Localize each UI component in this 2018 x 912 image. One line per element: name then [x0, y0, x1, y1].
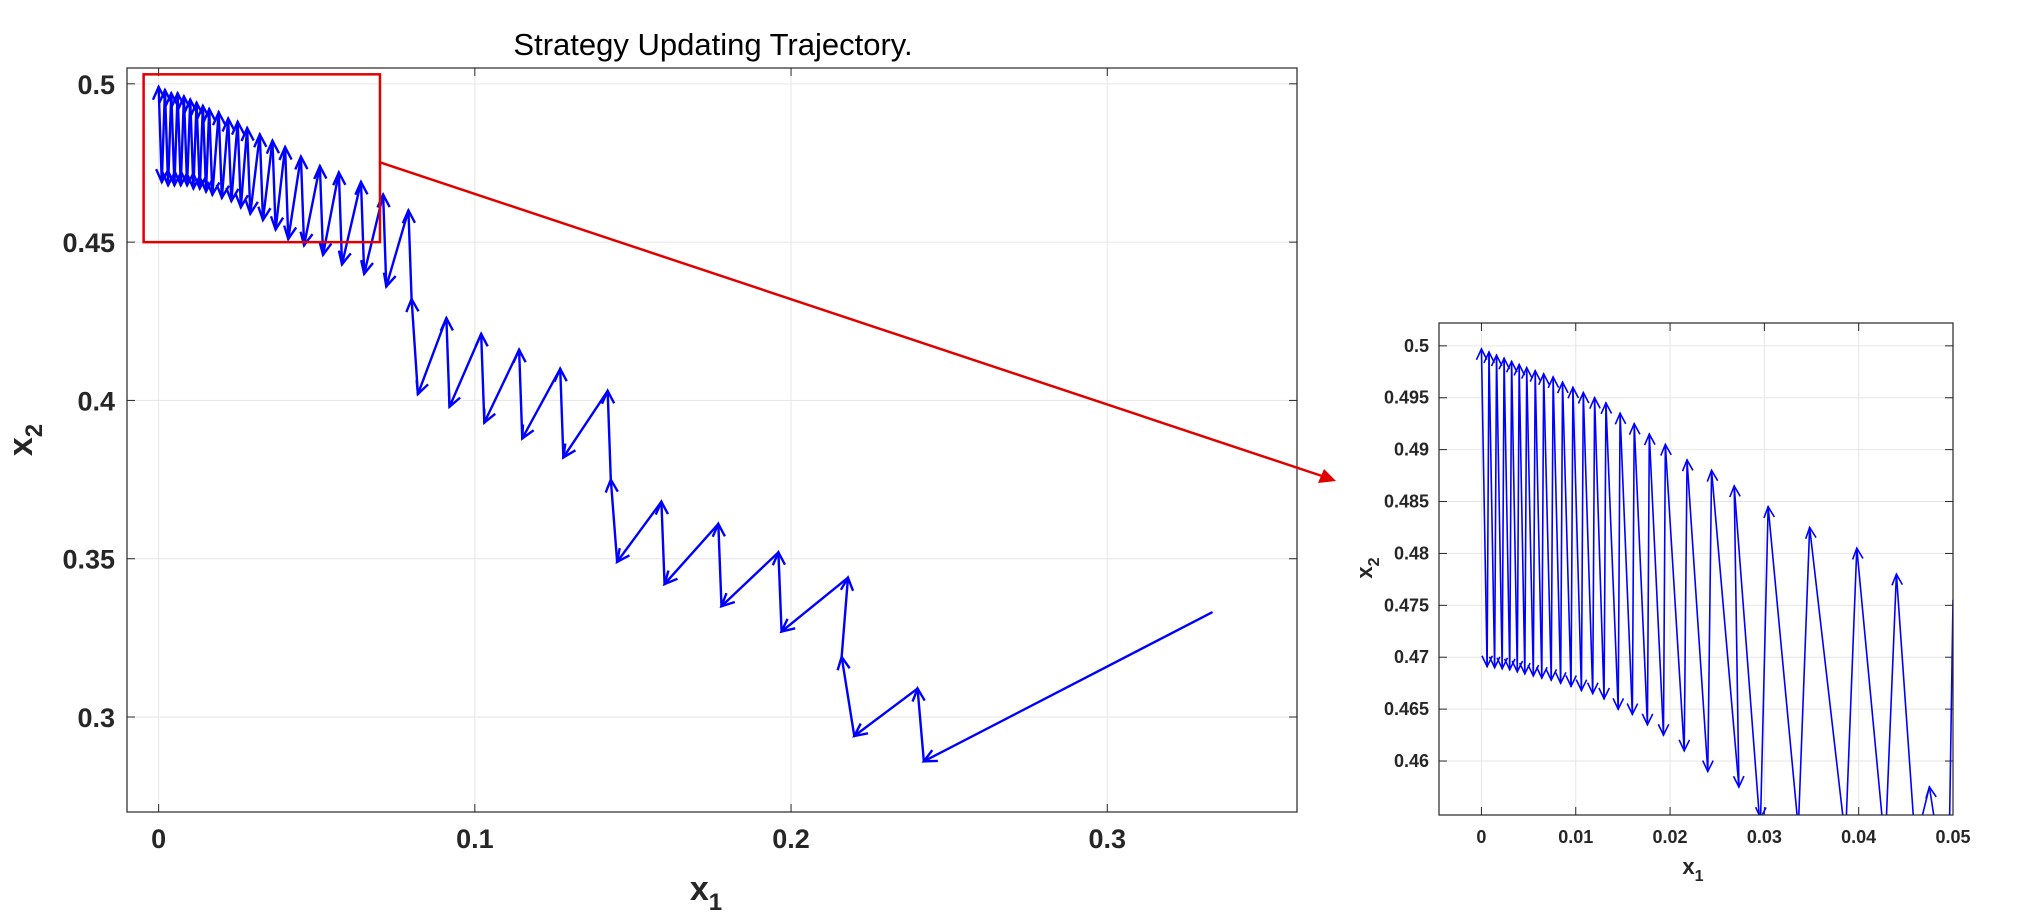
- main-y-tick-label: 0.3: [77, 703, 115, 733]
- zoom-y-tick-label: 0.465: [1384, 699, 1429, 719]
- zoom-y-tick-label: 0.47: [1394, 647, 1429, 667]
- main-y-axis-label: x2: [2, 424, 48, 456]
- zoom-y-tick-label: 0.5: [1404, 336, 1429, 356]
- main-chart-title: Strategy Updating Trajectory.: [513, 27, 912, 62]
- zoom-x-tick-label: 0.04: [1841, 827, 1876, 847]
- main-x-tick-label: 0.2: [772, 824, 810, 854]
- zoom-chart: 0 0.01 0.02 0.03 0.04 0.05 0.46 0.465 0.47 0.475…: [1352, 323, 1971, 885]
- zoom-y-tick-label: 0.495: [1384, 388, 1429, 408]
- main-y-tick-label: 0.5: [77, 70, 115, 100]
- zoom-trajectory-arrowhead: [1794, 817, 1804, 828]
- zoom-y-tick-label: 0.485: [1384, 492, 1429, 512]
- zoom-y-tick-label: 0.475: [1384, 595, 1429, 615]
- zoom-y-tick-label: 0.46: [1394, 751, 1429, 771]
- main-x-axis-label: x1: [690, 870, 722, 912]
- zoom-x-tick-label: 0.03: [1747, 827, 1782, 847]
- zoom-trajectory-arrowhead: [1940, 846, 1948, 854]
- main-y-tick-label: 0.35: [62, 545, 115, 575]
- main-x-tick-label: 0.3: [1088, 824, 1126, 854]
- main-y-tick-label: 0.45: [62, 228, 115, 258]
- main-y-tick-label: 0.4: [77, 386, 115, 416]
- zoom-x-tick-label: 0.02: [1653, 827, 1688, 847]
- zoom-x-axis-label: x1: [1682, 854, 1703, 885]
- zoom-x-tick-label: 0.01: [1558, 827, 1593, 847]
- zoom-x-tick-label: 0.05: [1935, 827, 1970, 847]
- zoom-y-axis-label: x2: [1352, 557, 1383, 578]
- main-x-tick-label: 0: [151, 824, 166, 854]
- zoom-y-tick-label: 0.48: [1394, 543, 1429, 563]
- main-x-tick-label: 0.1: [456, 824, 494, 854]
- zoom-x-tick-label: 0: [1476, 827, 1486, 847]
- zoom-trajectory-arrowhead: [1913, 832, 1923, 844]
- zoom-trajectory-arrowhead: [1880, 838, 1890, 849]
- zoom-y-tick-label: 0.49: [1394, 440, 1429, 460]
- main-chart: 0 0.1 0.2 0.3 0.3 0.35 0.4 0.45 0.5 Strategy Up…: [2, 27, 1297, 912]
